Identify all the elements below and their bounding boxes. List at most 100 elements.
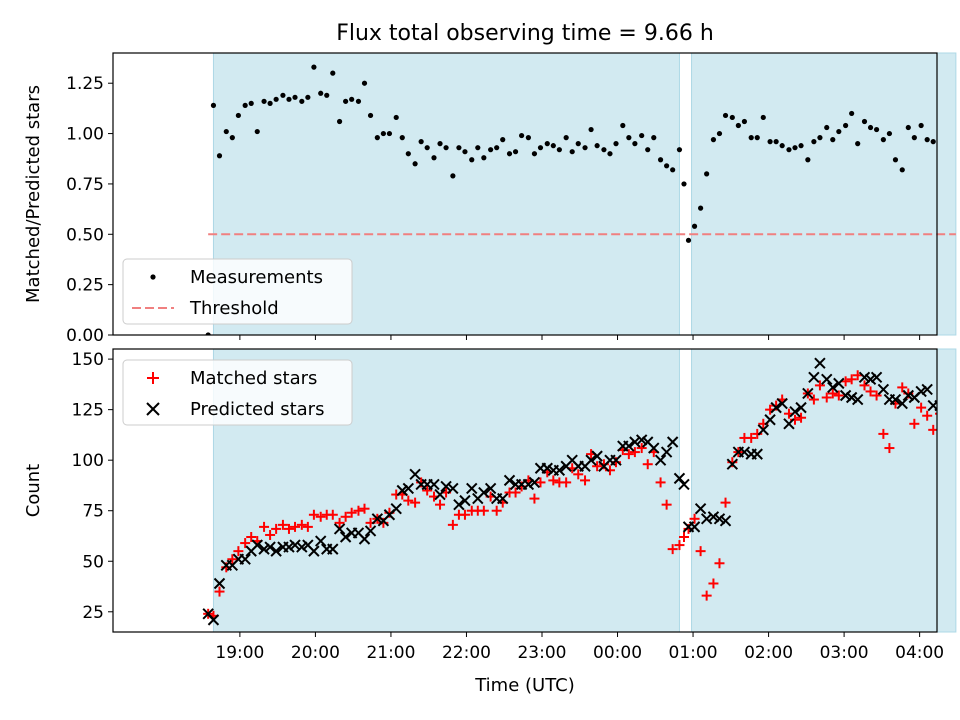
matched-stars-point bbox=[865, 386, 876, 397]
measurements-point bbox=[393, 114, 399, 121]
matched-stars-point bbox=[240, 538, 251, 549]
measurements-point bbox=[500, 137, 506, 143]
predicted-stars-point bbox=[428, 478, 440, 491]
matched-stars-point bbox=[833, 390, 844, 401]
matched-stars-point bbox=[701, 590, 712, 601]
matched-stars-point bbox=[302, 521, 313, 532]
matched-stars-point bbox=[529, 493, 540, 504]
measurements-point bbox=[349, 96, 355, 102]
measurements-point bbox=[292, 94, 298, 100]
predicted-stars-point bbox=[239, 553, 251, 565]
measurements-point bbox=[324, 92, 330, 98]
measurements-point bbox=[550, 143, 556, 149]
matched-stars-point bbox=[629, 447, 640, 458]
matched-stars-point bbox=[871, 390, 882, 401]
predicted-stars-point bbox=[364, 525, 377, 537]
measurements-point bbox=[556, 147, 562, 153]
matched-stars-point bbox=[916, 402, 927, 413]
matched-stars-point bbox=[796, 412, 807, 423]
measurements-point bbox=[355, 98, 362, 104]
matched-stars-point bbox=[478, 505, 489, 516]
predicted-stars-point bbox=[896, 397, 908, 410]
measurements-point bbox=[918, 122, 924, 129]
measurements-point bbox=[760, 114, 766, 121]
predicted-stars-point bbox=[877, 383, 890, 396]
predicted-stars-point bbox=[339, 531, 352, 543]
predicted-stars-point bbox=[764, 414, 776, 426]
axes-frame bbox=[112, 348, 938, 633]
legend: Matched stars Predicted stars bbox=[122, 359, 353, 426]
matched-stars-point bbox=[840, 376, 851, 387]
measurements-point bbox=[525, 135, 531, 141]
predicted-stars-point bbox=[870, 371, 883, 384]
predicted-stars-point bbox=[434, 488, 446, 501]
x-tick-label: 01:00 bbox=[669, 643, 718, 663]
measurements-point bbox=[873, 126, 880, 133]
axes-frame bbox=[112, 52, 938, 336]
measurements-point bbox=[886, 130, 893, 137]
y-tick-label: 1.00 bbox=[66, 125, 104, 145]
matched-stars-point bbox=[233, 546, 244, 557]
measurements-point bbox=[676, 147, 683, 153]
matched-stars-point bbox=[592, 461, 603, 472]
matched-stars-point bbox=[642, 459, 653, 470]
shaded-interval-1 bbox=[691, 52, 957, 336]
y-tick-label: 25 bbox=[82, 603, 104, 623]
legend-box bbox=[122, 258, 353, 325]
predicted-stars-point bbox=[251, 539, 263, 551]
x-tick-label: 22:00 bbox=[442, 643, 491, 663]
measurements-point bbox=[645, 147, 651, 153]
data-points bbox=[205, 64, 960, 335]
measurements-point bbox=[569, 149, 575, 155]
legend-marker bbox=[150, 274, 156, 280]
count-panel: 25 50 75 100 125 150 19:00 20:00 21:00 22:00 23:00… bbox=[23, 348, 957, 663]
measurements-point bbox=[531, 151, 538, 157]
predicted-stars-point bbox=[757, 424, 769, 436]
predicted-stars-point bbox=[591, 450, 603, 462]
matched-stars-point bbox=[277, 519, 288, 530]
legend-box bbox=[122, 359, 353, 426]
measurements-point bbox=[607, 151, 613, 157]
measurements-point bbox=[657, 157, 664, 163]
predicted-stars-point bbox=[648, 442, 660, 454]
matched-stars-point bbox=[661, 499, 672, 510]
matched-stars-point bbox=[265, 529, 276, 540]
matched-stars-point bbox=[548, 475, 559, 486]
measurements-point bbox=[924, 137, 930, 143]
measurements-point bbox=[418, 139, 424, 145]
measurements-point bbox=[254, 128, 260, 135]
predicted-stars-point bbox=[808, 371, 820, 384]
matched-stars-point bbox=[447, 519, 458, 530]
predicted-stars-point bbox=[528, 476, 541, 489]
measurements-point bbox=[849, 110, 855, 117]
measurements-point bbox=[374, 135, 380, 141]
measurements-point bbox=[582, 145, 588, 151]
measurements-point bbox=[956, 107, 960, 112]
matched-stars-point bbox=[909, 418, 920, 429]
measurements-point bbox=[261, 98, 267, 104]
measurements-point bbox=[343, 98, 349, 104]
predicted-stars-point bbox=[833, 377, 845, 390]
measurements-point bbox=[412, 161, 418, 167]
y-tick-label: 0.25 bbox=[66, 276, 104, 296]
measurements-point bbox=[867, 124, 874, 131]
measurements-point bbox=[664, 163, 670, 169]
measurements-point bbox=[248, 100, 254, 106]
matched-stars-point bbox=[340, 511, 351, 522]
measurements-point bbox=[380, 130, 386, 137]
predicted-stars-point bbox=[270, 545, 282, 557]
predicted-stars-point bbox=[314, 535, 327, 547]
measurements-point bbox=[911, 135, 917, 141]
measurements-point bbox=[205, 332, 211, 335]
matched-stars-point bbox=[667, 544, 678, 555]
measurements-point bbox=[613, 141, 619, 147]
predicted-stars-point bbox=[333, 523, 346, 535]
measurements-point bbox=[336, 118, 343, 125]
predicted-stars-point bbox=[402, 482, 415, 495]
measurements-point bbox=[273, 96, 279, 102]
measurements-point bbox=[735, 122, 741, 129]
measurements-point bbox=[767, 139, 773, 145]
measurements-point bbox=[729, 114, 735, 121]
measurements-point bbox=[836, 128, 842, 135]
measurements-point bbox=[311, 64, 317, 70]
